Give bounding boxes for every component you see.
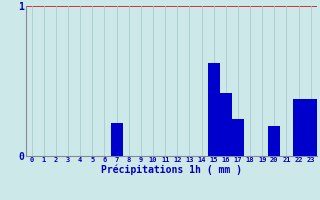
Bar <box>110 123 123 156</box>
Bar <box>292 99 305 156</box>
Bar <box>268 126 280 156</box>
X-axis label: Précipitations 1h ( mm ): Précipitations 1h ( mm ) <box>101 165 242 175</box>
Bar <box>220 93 232 156</box>
Bar <box>305 99 317 156</box>
Bar <box>232 118 244 156</box>
Bar <box>208 63 220 156</box>
